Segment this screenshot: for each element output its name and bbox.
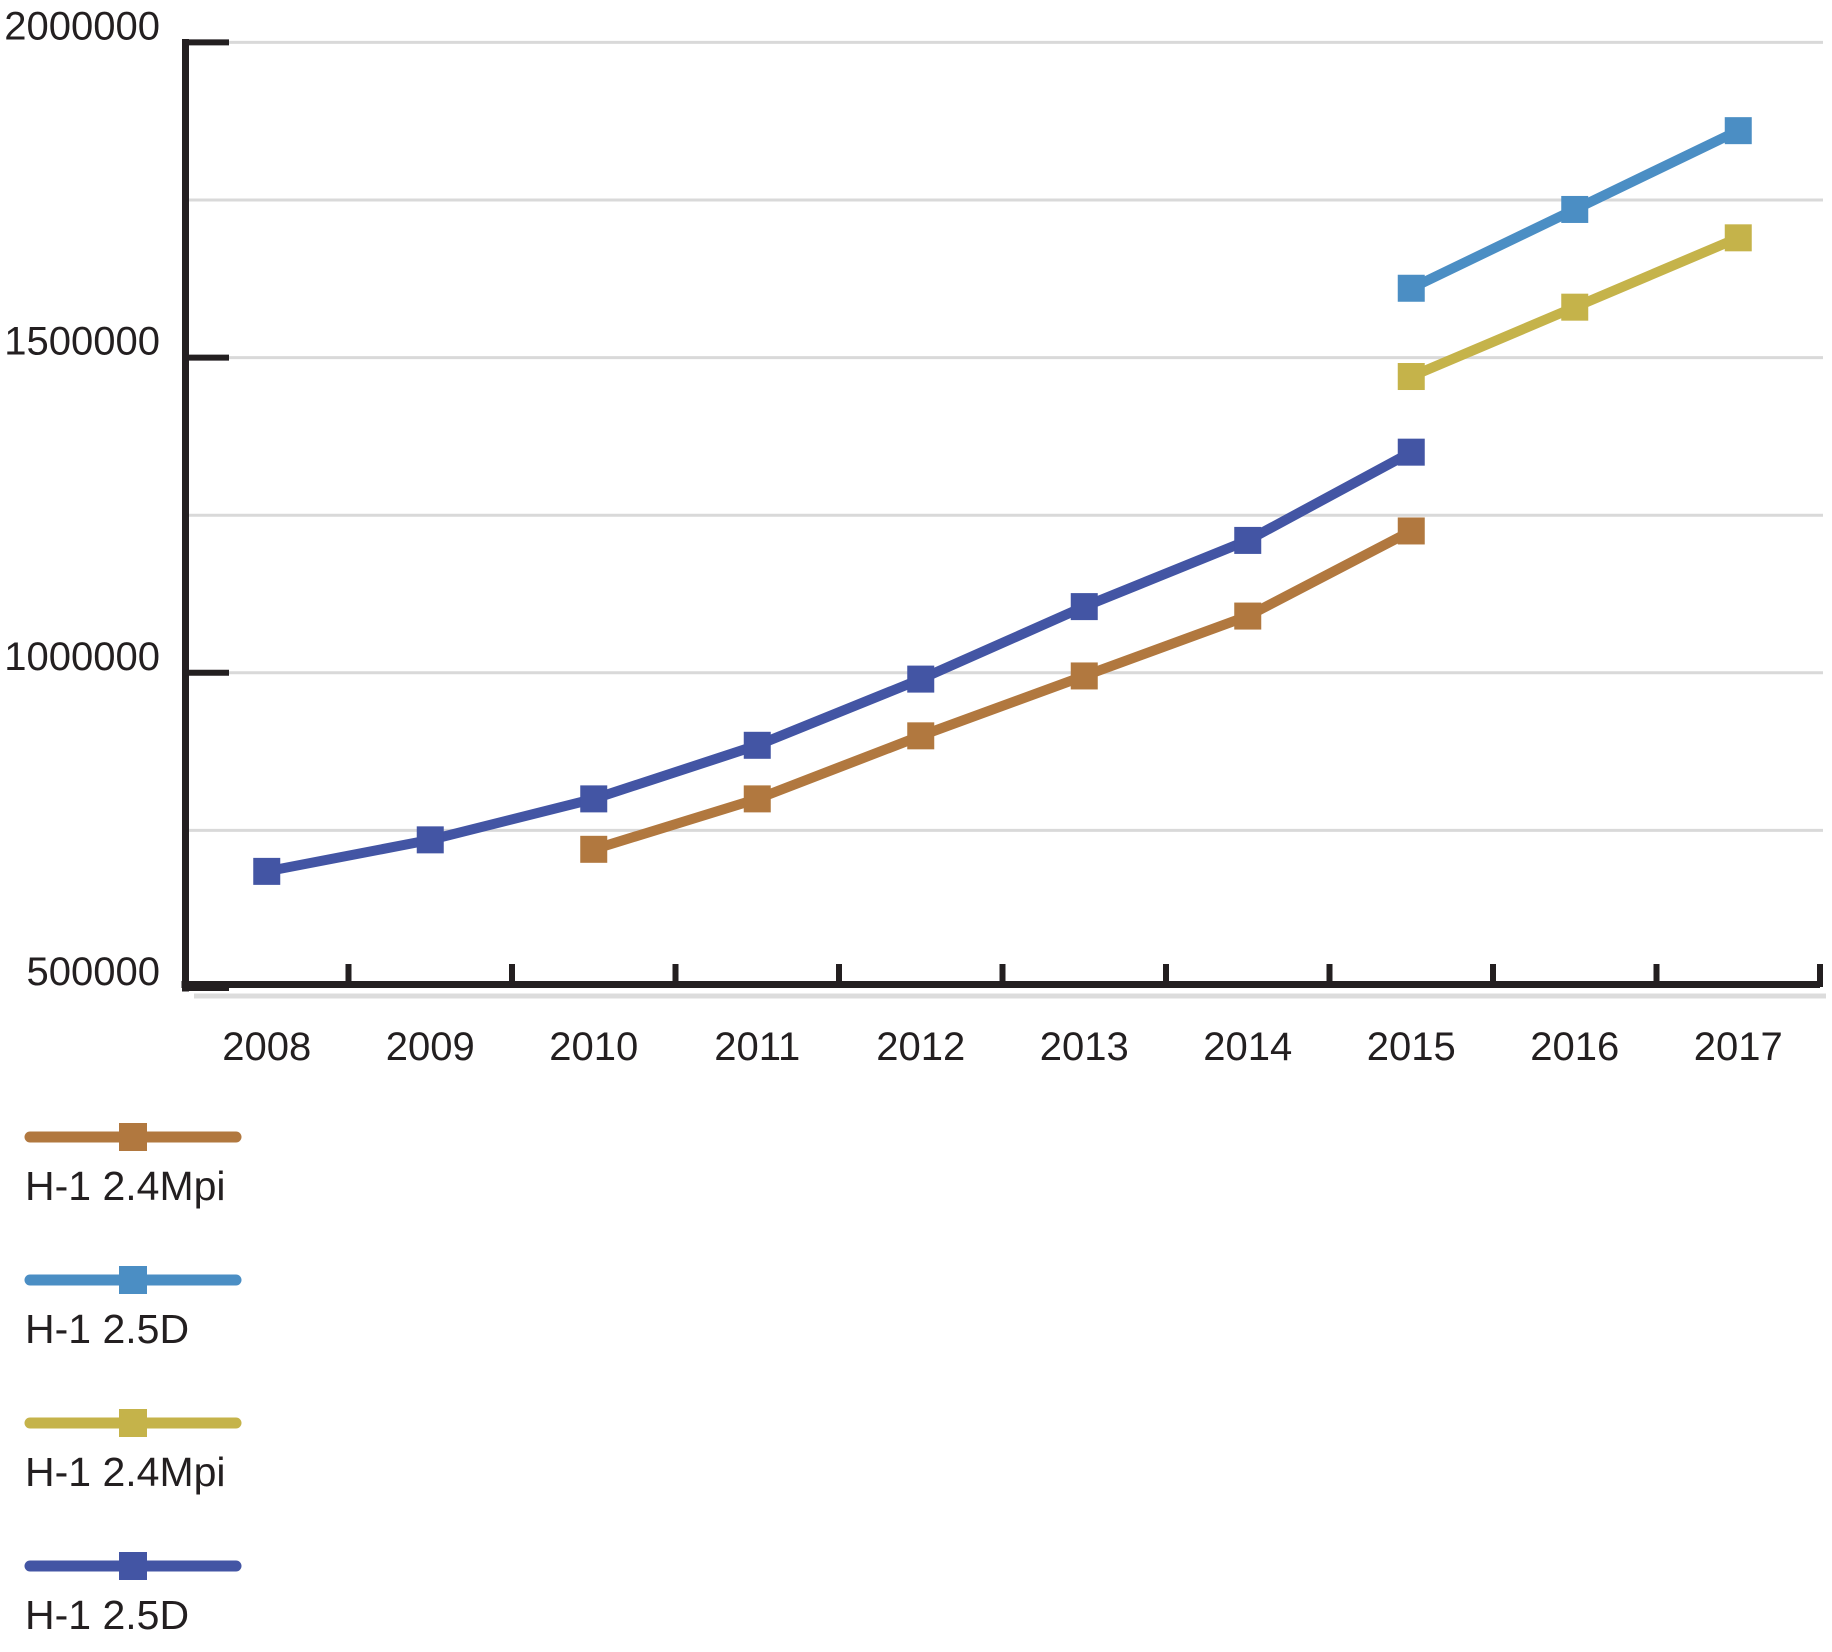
y-tick-label: 2000000 xyxy=(4,4,160,48)
data-point-marker-series-2 xyxy=(1724,224,1752,252)
legend-item: H-1 2.4Mpi xyxy=(24,1123,242,1209)
legend-marker-swatch xyxy=(119,1123,147,1151)
x-tick-label: 2011 xyxy=(714,1025,800,1069)
y-tick-label: 1000000 xyxy=(4,635,160,679)
data-point-marker-series-3 xyxy=(907,665,935,693)
legend-label: H-1 2.5D xyxy=(25,1306,189,1352)
data-point-marker-series-0 xyxy=(580,835,608,863)
series-line-3 xyxy=(261,447,1417,877)
data-point-marker-series-1 xyxy=(1397,274,1425,302)
data-point-marker-series-3 xyxy=(416,826,444,854)
x-tick-label: 2016 xyxy=(1530,1025,1619,1069)
legend-item: H-1 2.4Mpi xyxy=(24,1409,242,1495)
data-point-marker-series-0 xyxy=(1397,517,1425,545)
series-line-0 xyxy=(588,525,1417,855)
data-point-marker-series-2 xyxy=(1561,293,1589,321)
legend-label: H-1 2.5D xyxy=(25,1592,189,1638)
data-point-marker-series-0 xyxy=(907,722,935,750)
legend-marker-swatch xyxy=(119,1266,147,1294)
data-point-marker-series-0 xyxy=(1070,662,1098,690)
data-point-marker-series-3 xyxy=(253,857,281,885)
x-tick-label: 2009 xyxy=(386,1025,475,1069)
legend-item: H-1 2.5D xyxy=(24,1266,242,1352)
data-point-marker-series-1 xyxy=(1724,117,1752,145)
data-point-marker-series-3 xyxy=(743,731,771,759)
legend-label: H-1 2.4Mpi xyxy=(25,1163,226,1209)
legend-marker-swatch xyxy=(119,1552,147,1580)
data-point-marker-series-3 xyxy=(1234,526,1262,554)
x-tick-label: 2015 xyxy=(1367,1025,1456,1069)
x-tick-label: 2017 xyxy=(1694,1025,1783,1069)
legend-label: H-1 2.4Mpi xyxy=(25,1449,226,1495)
data-point-marker-series-0 xyxy=(1234,602,1262,630)
data-point-marker-series-1 xyxy=(1561,195,1589,223)
x-tick-label: 2014 xyxy=(1203,1025,1292,1069)
data-point-marker-series-3 xyxy=(1070,593,1098,621)
data-point-marker-series-3 xyxy=(580,785,608,813)
legend-item: H-1 2.5D xyxy=(24,1552,242,1638)
legend-marker-swatch xyxy=(119,1409,147,1437)
x-tick-label: 2013 xyxy=(1040,1025,1129,1069)
data-point-marker-series-3 xyxy=(1397,438,1425,466)
y-tick-label: 1500000 xyxy=(4,320,160,364)
x-tick-label: 2010 xyxy=(549,1025,638,1069)
data-point-marker-series-0 xyxy=(743,785,771,813)
x-tick-label: 2012 xyxy=(876,1025,965,1069)
x-tick-label: 2008 xyxy=(222,1025,311,1069)
data-point-marker-series-2 xyxy=(1397,363,1425,391)
y-tick-label: 500000 xyxy=(27,950,160,994)
